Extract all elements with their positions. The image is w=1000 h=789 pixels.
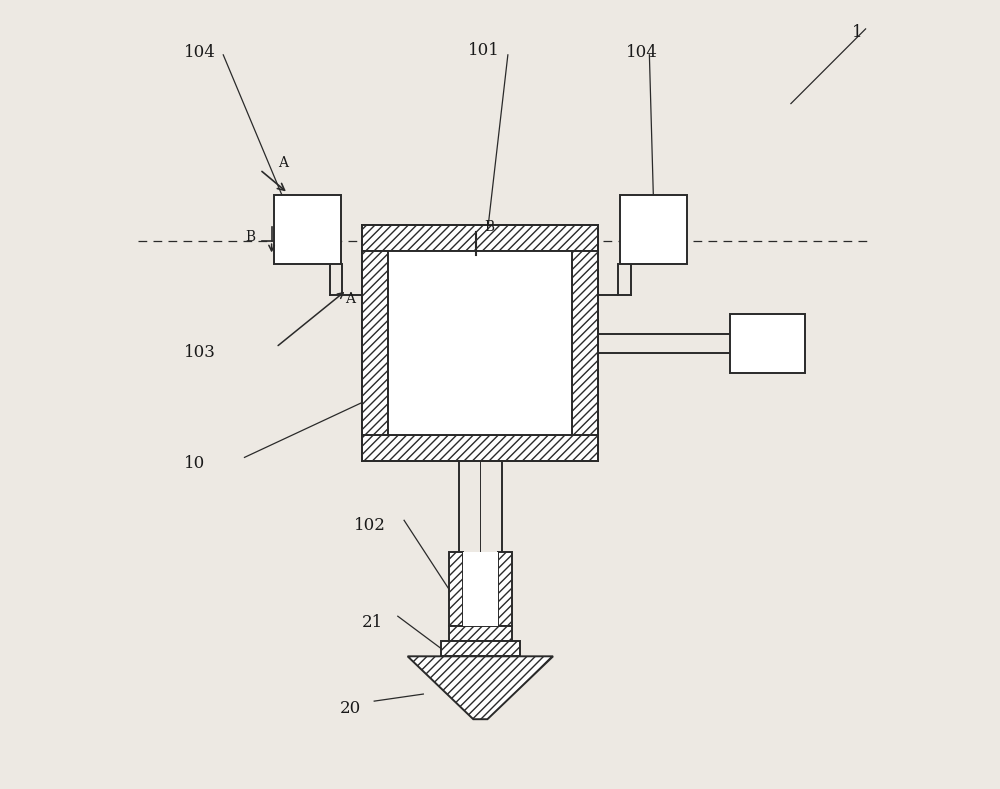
Text: B: B	[484, 220, 494, 234]
Bar	[730, 314, 805, 373]
Bar	[441, 641, 520, 656]
Text: A: A	[278, 156, 288, 170]
Text: 103: 103	[184, 344, 216, 361]
Text: A: A	[346, 293, 356, 306]
Bar	[362, 252, 388, 436]
Bar	[362, 226, 598, 252]
Bar	[572, 252, 598, 436]
Text: 10: 10	[184, 455, 205, 472]
Bar	[620, 195, 687, 264]
Text: B: B	[245, 230, 255, 245]
Text: 104: 104	[626, 44, 658, 61]
Text: 101: 101	[468, 42, 500, 58]
Bar	[362, 436, 598, 462]
Text: 1: 1	[852, 24, 863, 41]
Text: 102: 102	[354, 518, 386, 534]
Bar	[463, 552, 498, 626]
Bar	[388, 252, 572, 436]
Bar	[362, 226, 598, 462]
Text: 21: 21	[362, 614, 383, 631]
Text: 104: 104	[184, 44, 216, 61]
Text: 20: 20	[340, 701, 361, 717]
Polygon shape	[408, 656, 553, 720]
Bar	[274, 195, 341, 264]
Bar	[498, 552, 512, 626]
Bar	[449, 552, 463, 626]
Bar	[449, 626, 512, 641]
